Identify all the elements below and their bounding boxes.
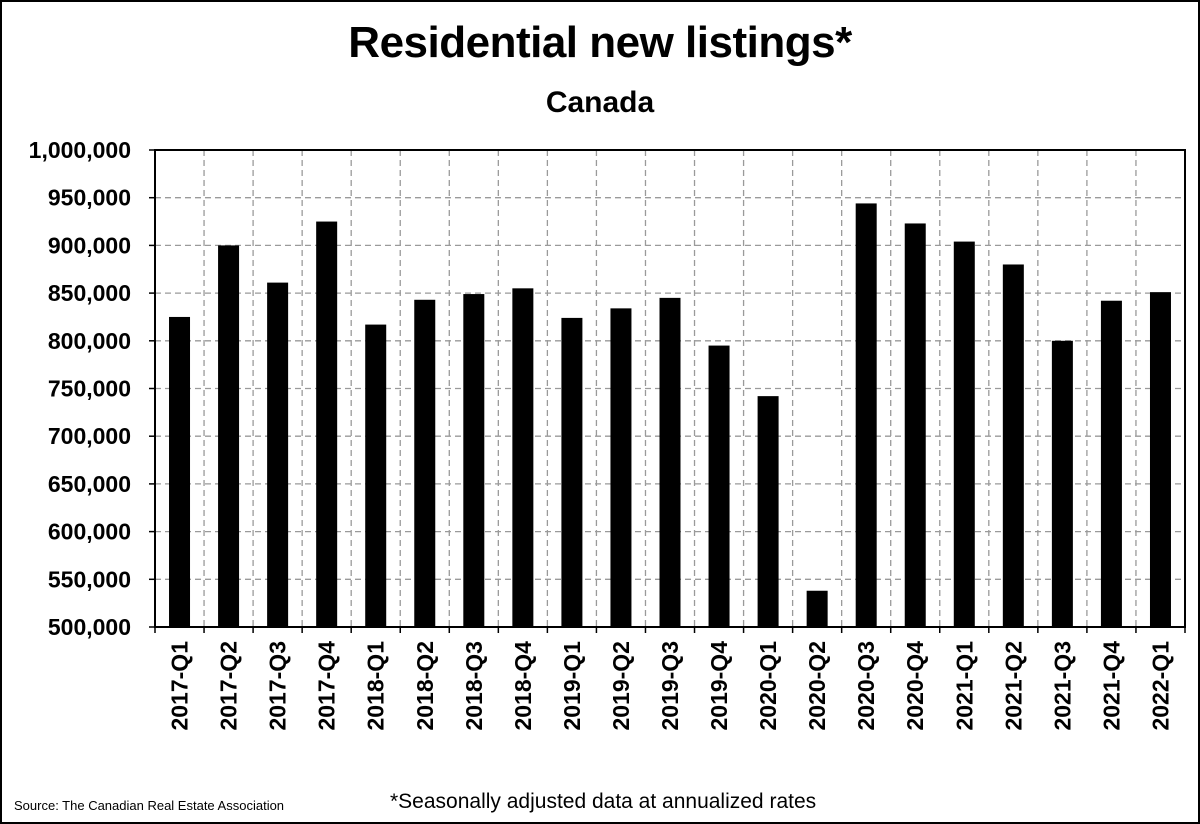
bar-2018-q3: [463, 294, 485, 627]
y-tick-label: 700,000: [48, 423, 131, 449]
y-tick-label: 950,000: [48, 185, 131, 211]
bar-2021-q1: [953, 241, 975, 628]
y-tick-label: 750,000: [48, 376, 131, 402]
x-tick-label: 2017-Q3: [265, 641, 291, 731]
x-tick-label: 2021-Q3: [1049, 641, 1075, 731]
y-tick-label: 600,000: [48, 519, 131, 545]
bar-2017-q4: [316, 221, 338, 628]
x-tick-label: 2020-Q2: [804, 641, 830, 731]
x-tick-label: 2017-Q4: [314, 641, 340, 731]
bar-2019-q1: [561, 317, 583, 627]
bar-2017-q2: [218, 245, 240, 627]
x-tick-label: 2021-Q2: [1000, 641, 1026, 731]
y-tick-label: 550,000: [48, 566, 131, 592]
y-tick-label: 800,000: [48, 328, 131, 354]
x-tick-label: 2020-Q4: [902, 641, 928, 731]
y-tick-label: 850,000: [48, 280, 131, 306]
bar-2018-q1: [365, 324, 387, 627]
x-tick-label: 2020-Q3: [853, 641, 879, 731]
bar-2020-q2: [806, 590, 828, 627]
x-tick-label: 2022-Q1: [1147, 641, 1173, 731]
x-tick-label: 2019-Q4: [706, 641, 732, 731]
chart-title: Residential new listings*: [348, 18, 852, 67]
x-tick-label: 2017-Q1: [167, 641, 193, 731]
y-tick-label: 1,000,000: [29, 137, 131, 163]
bar-2017-q1: [169, 316, 191, 627]
bar-2019-q4: [708, 345, 730, 627]
bar-2020-q1: [757, 396, 779, 627]
bar-2021-q3: [1051, 340, 1073, 627]
x-tick-label: 2018-Q1: [363, 641, 389, 731]
bar-2018-q2: [414, 299, 436, 627]
x-tick-label: 2018-Q3: [461, 641, 487, 731]
bar-2020-q4: [904, 223, 926, 627]
source-note: Source: The Canadian Real Estate Associa…: [14, 798, 285, 813]
x-tick-label: 2019-Q1: [559, 641, 585, 731]
y-tick-label: 900,000: [48, 232, 131, 258]
x-tick-label: 2019-Q2: [608, 641, 634, 731]
footnote: *Seasonally adjusted data at annualized …: [390, 790, 817, 813]
x-tick-label: 2021-Q4: [1098, 641, 1124, 731]
bar-2019-q2: [610, 308, 632, 627]
bar-2019-q3: [659, 297, 681, 627]
x-tick-label: 2020-Q1: [755, 641, 781, 731]
bar-2018-q4: [512, 288, 534, 627]
bar-2017-q3: [267, 282, 289, 627]
bar-2021-q2: [1002, 264, 1024, 627]
bar-2021-q4: [1100, 300, 1122, 627]
y-tick-label: 650,000: [48, 471, 131, 497]
x-tick-label: 2019-Q3: [657, 641, 683, 731]
x-tick-label: 2018-Q2: [412, 641, 438, 731]
bar-2020-q3: [855, 203, 877, 627]
chart-subtitle: Canada: [545, 86, 655, 119]
x-tick-label: 2021-Q1: [951, 641, 977, 731]
y-tick-label: 500,000: [48, 614, 131, 640]
x-tick-label: 2017-Q2: [216, 641, 242, 731]
x-tick-label: 2018-Q4: [510, 641, 536, 731]
bar-2022-q1: [1149, 292, 1171, 627]
plot-border: [154, 149, 1186, 628]
